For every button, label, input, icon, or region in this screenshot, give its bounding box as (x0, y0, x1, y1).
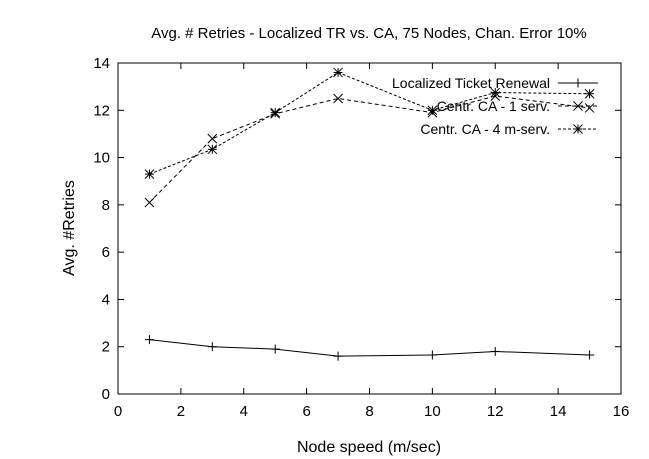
y-tick-label: 4 (102, 291, 110, 308)
x-tick-label: 2 (177, 403, 185, 420)
y-tick-label: 6 (102, 244, 110, 261)
data-point-3 (427, 105, 438, 116)
series-line-1 (149, 339, 590, 357)
data-point-3 (207, 144, 218, 155)
legend-label: Localized Ticket Renewal (392, 75, 550, 91)
data-point-3 (584, 88, 595, 99)
x-tick-label: 6 (302, 403, 310, 420)
x-axis-label: Node speed (m/sec) (297, 439, 441, 456)
axis-ticks: 0 2 4 6 8 10 12 14 16 0 2 4 6 8 10 12 14 (93, 55, 629, 420)
series-layer (144, 67, 595, 361)
data-point-1 (270, 344, 280, 354)
chart-title: Avg. # Retries - Localized TR vs. CA, 75… (151, 25, 586, 42)
legend-marker (573, 124, 583, 134)
y-tick-label: 0 (102, 386, 110, 403)
y-tick-label: 8 (102, 197, 110, 214)
x-tick-label: 8 (365, 403, 373, 420)
y-tick-label: 2 (102, 339, 110, 356)
data-point-1 (207, 342, 217, 352)
y-axis-label: Avg. #Retries (61, 180, 78, 276)
legend-label: Centr. CA - 1 serv. (437, 98, 550, 114)
x-tick-label: 14 (550, 403, 567, 420)
data-point-3 (490, 87, 501, 98)
data-point-3 (270, 107, 281, 118)
x-tick-label: 16 (613, 403, 630, 420)
y-tick-label: 12 (93, 102, 110, 119)
x-tick-label: 4 (240, 403, 248, 420)
x-tick-label: 0 (114, 403, 122, 420)
x-tick-label: 12 (487, 403, 504, 420)
data-point-3 (144, 169, 155, 179)
y-tick-label: 14 (93, 55, 110, 72)
data-point-2 (144, 197, 155, 208)
data-point-1 (585, 350, 595, 360)
data-point-2 (207, 133, 218, 144)
legend-label: Centr. CA - 4 m-serv. (420, 121, 550, 137)
data-point-1 (333, 351, 343, 361)
x-tick-label: 10 (424, 403, 441, 420)
legend-marker (573, 101, 583, 111)
data-point-1 (490, 346, 500, 356)
legend-marker (573, 78, 583, 88)
data-point-3 (333, 67, 343, 78)
legend: Localized Ticket Renewal Centr. CA - 1 se… (392, 75, 598, 137)
data-point-1 (144, 335, 154, 345)
data-point-2 (333, 93, 343, 104)
data-point-2 (584, 103, 595, 113)
data-point-1 (427, 350, 437, 360)
y-tick-label: 10 (93, 150, 110, 167)
